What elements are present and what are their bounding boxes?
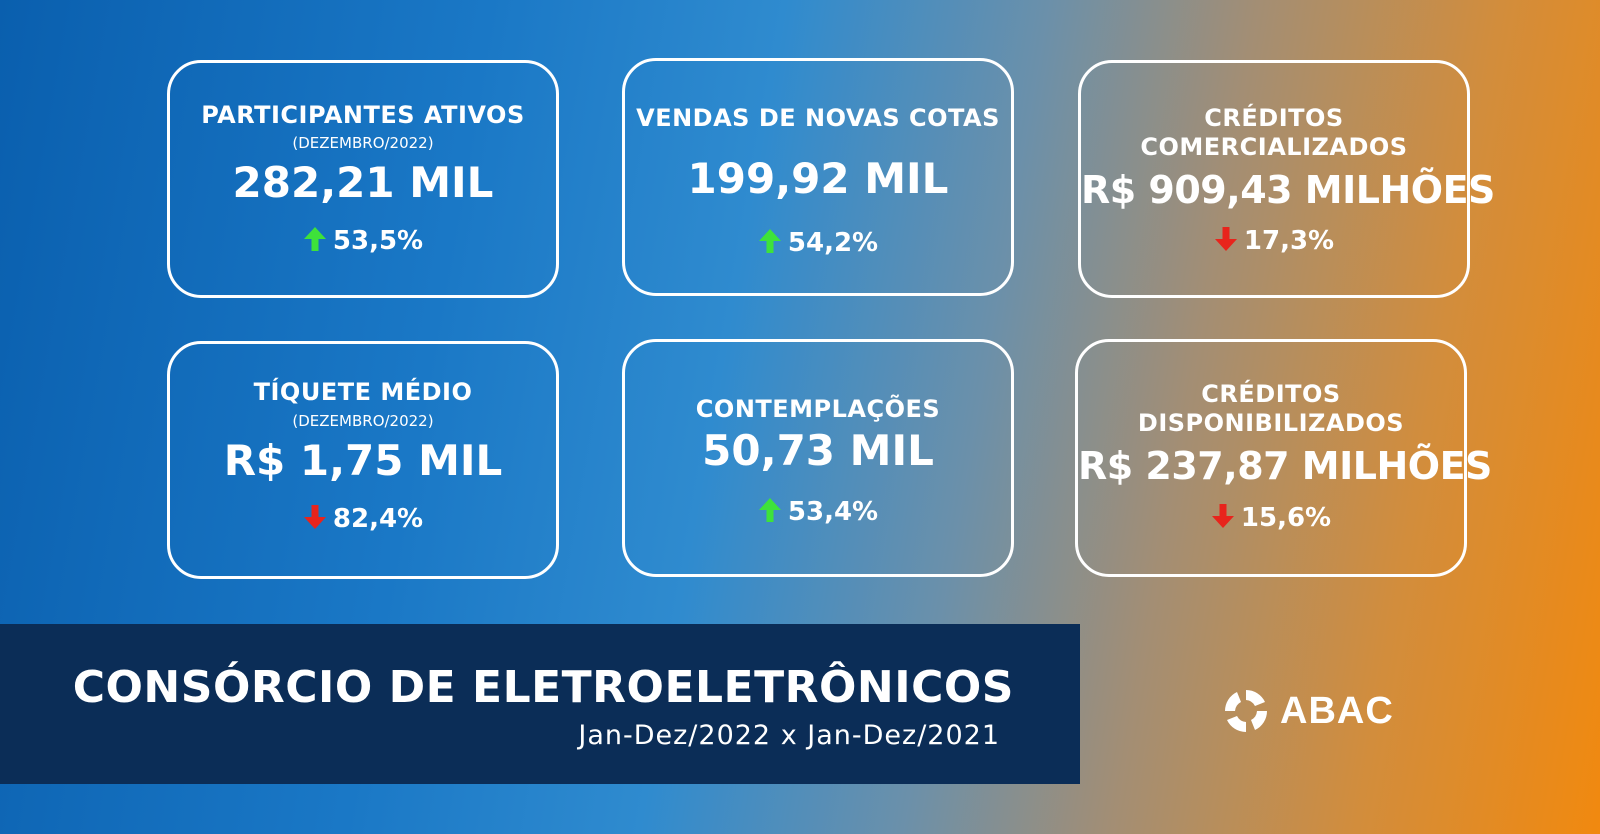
card-title-line-2: COMERCIALIZADOS [1140, 133, 1408, 161]
card-title: VENDAS DE NOVAS COTAS [636, 104, 1000, 132]
change-percent: 15,6% [1240, 503, 1332, 533]
card-value: 50,73 MIL [702, 426, 934, 475]
banner-period: Jan-Dez/2022 x Jan-Dez/2021 [578, 720, 1000, 751]
card-change: 54,2% [625, 228, 1011, 258]
abac-logo: ABAC [1222, 686, 1394, 736]
arrow-up-icon [303, 227, 326, 251]
change-percent: 17,3% [1243, 226, 1335, 256]
arrow-down-icon [1214, 227, 1237, 251]
card-change: 82,4% [170, 504, 556, 534]
card-subtitle: (DEZEMBRO/2022) [292, 134, 434, 152]
card-title-line-1: CRÉDITOS [1201, 380, 1341, 408]
metric-card-contemplacoes: CONTEMPLAÇÕES 50,73 MIL 53,4% [622, 339, 1014, 577]
change-percent: 53,5% [332, 226, 424, 256]
card-title: TÍQUETE MÉDIO [253, 378, 473, 406]
card-change: 53,5% [170, 226, 556, 256]
card-value: 282,21 MIL [232, 158, 494, 207]
banner-title: CONSÓRCIO DE ELETROELETRÔNICOS [72, 662, 1014, 713]
arrow-up-icon [758, 229, 781, 253]
card-value: R$ 237,87 MILHÕES [1078, 444, 1492, 488]
card-value: 199,92 MIL [687, 154, 949, 203]
arrow-down-icon [1211, 504, 1234, 528]
arrow-down-icon [303, 505, 326, 529]
change-percent: 53,4% [787, 497, 879, 527]
metric-card-creditos-disponibilizados: CRÉDITOS DISPONIBILIZADOS R$ 237,87 MILH… [1075, 339, 1492, 577]
title-banner: CONSÓRCIO DE ELETROELETRÔNICOS Jan-Dez/2… [0, 624, 1080, 784]
logo-text: ABAC [1280, 689, 1394, 732]
card-change: 17,3% [1081, 226, 1467, 256]
metric-card-vendas-novas-cotas: VENDAS DE NOVAS COTAS 199,92 MIL 54,2% [622, 58, 1014, 296]
card-title: CONTEMPLAÇÕES [695, 395, 941, 423]
metric-card-participantes-ativos: PARTICIPANTES ATIVOS (DEZEMBRO/2022) 282… [167, 60, 559, 298]
card-title: PARTICIPANTES ATIVOS [201, 101, 525, 129]
card-value: R$ 909,43 MILHÕES [1081, 168, 1495, 212]
card-value: R$ 1,75 MIL [223, 436, 503, 485]
arrow-up-icon [758, 498, 781, 522]
metric-card-tiquete-medio: TÍQUETE MÉDIO (DEZEMBRO/2022) R$ 1,75 MI… [167, 341, 559, 579]
card-title-line-2: DISPONIBILIZADOS [1137, 409, 1405, 437]
card-change: 53,4% [625, 497, 1011, 527]
change-percent: 54,2% [787, 228, 879, 258]
metric-card-creditos-comercializados: CRÉDITOS COMERCIALIZADOS R$ 909,43 MILHÕ… [1078, 60, 1495, 298]
change-percent: 82,4% [332, 504, 424, 534]
card-title-line-1: CRÉDITOS [1204, 104, 1344, 132]
abac-logo-icon [1225, 690, 1267, 732]
card-change: 15,6% [1078, 503, 1464, 533]
card-subtitle: (DEZEMBRO/2022) [292, 412, 434, 430]
